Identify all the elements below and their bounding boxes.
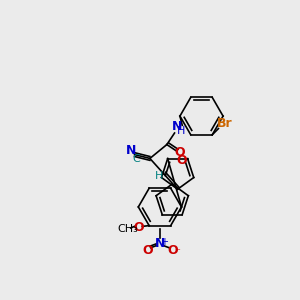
Text: C: C [132,154,140,164]
Text: O: O [176,154,187,166]
Text: H: H [176,126,185,136]
Text: ⁻: ⁻ [174,248,180,257]
Text: O: O [167,244,178,256]
Text: N: N [155,237,165,250]
Text: Br: Br [217,118,233,130]
Text: CH₃: CH₃ [117,224,138,234]
Text: N: N [172,120,182,134]
Text: +: + [160,237,169,247]
Text: H: H [155,171,163,181]
Text: O: O [133,221,144,234]
Text: O: O [142,244,153,256]
Text: O: O [175,146,185,159]
Text: N: N [125,144,136,157]
